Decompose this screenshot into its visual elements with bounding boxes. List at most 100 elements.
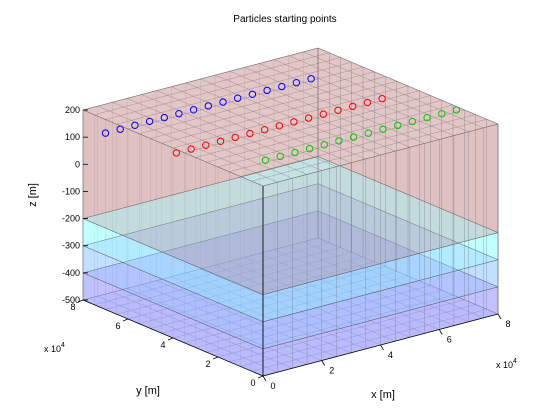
data-point bbox=[260, 126, 269, 134]
data-point bbox=[423, 114, 431, 122]
y-tick-label: 2 bbox=[205, 359, 210, 369]
y-tick-mark bbox=[77, 299, 84, 303]
top-gridline bbox=[215, 74, 396, 152]
x-tick-mark bbox=[380, 344, 384, 351]
x-tick-label: 8 bbox=[505, 319, 510, 329]
z-tick-label: 200 bbox=[65, 105, 80, 115]
data-point bbox=[334, 106, 342, 115]
data-point bbox=[261, 156, 270, 165]
data-point bbox=[160, 113, 169, 122]
data-point bbox=[349, 133, 358, 141]
data-point bbox=[175, 110, 183, 118]
x-tick-label: 0 bbox=[270, 381, 275, 391]
x-exponent-base: x 10 bbox=[496, 360, 513, 370]
x-tick-mark bbox=[438, 329, 443, 335]
top-gridline bbox=[105, 57, 341, 120]
x-axis-exponent: x 104 bbox=[496, 358, 517, 370]
data-point bbox=[335, 137, 343, 145]
top-gridline bbox=[229, 71, 410, 148]
y-tick-mark bbox=[167, 337, 174, 341]
data-point bbox=[187, 145, 195, 153]
z-tick-label: 100 bbox=[65, 132, 80, 142]
data-point bbox=[204, 102, 213, 110]
data-point bbox=[438, 110, 446, 118]
data-point bbox=[116, 125, 124, 133]
floor-gridline bbox=[273, 249, 455, 326]
data-point bbox=[291, 148, 299, 157]
x-tick-label: 2 bbox=[329, 366, 334, 376]
x-tick-mark bbox=[262, 375, 267, 382]
data-point bbox=[307, 75, 315, 83]
z-tick-label: -200 bbox=[62, 214, 80, 224]
top-gridline bbox=[288, 55, 469, 132]
top-gridline bbox=[303, 51, 484, 129]
y-tick-label: 8 bbox=[70, 302, 75, 312]
top-gridline bbox=[244, 67, 425, 144]
y-tick-mark bbox=[212, 356, 219, 360]
x-tick-label: 6 bbox=[447, 335, 452, 345]
data-point bbox=[378, 95, 386, 103]
x-tick-label: 4 bbox=[388, 350, 393, 360]
top-gridline bbox=[273, 59, 455, 136]
z-tick-label: -400 bbox=[62, 268, 80, 278]
y-tick-mark bbox=[122, 318, 129, 322]
data-point bbox=[278, 82, 286, 91]
x-exponent-power: 4 bbox=[513, 358, 517, 365]
x-tick-mark bbox=[321, 360, 326, 366]
floor-gridline bbox=[288, 245, 469, 322]
y-tick-mark bbox=[257, 375, 264, 379]
data-point bbox=[408, 117, 417, 126]
y-exponent-base: x 10 bbox=[44, 344, 61, 354]
z-tick-label: -300 bbox=[62, 241, 80, 251]
data-point bbox=[364, 129, 372, 137]
top-gridline bbox=[259, 63, 440, 140]
data-point bbox=[452, 106, 461, 114]
data-point bbox=[305, 145, 314, 153]
floor-gridline bbox=[229, 261, 410, 338]
floor-gridline bbox=[259, 253, 440, 330]
top-gridline bbox=[82, 47, 319, 111]
data-point bbox=[248, 90, 257, 99]
data-point bbox=[189, 106, 198, 114]
top-gridline bbox=[116, 62, 352, 125]
z-tick-label: -100 bbox=[62, 186, 80, 196]
data-point bbox=[101, 129, 110, 137]
data-point bbox=[219, 98, 227, 106]
top-gridline bbox=[94, 52, 330, 115]
data-point bbox=[246, 129, 254, 138]
data-point bbox=[349, 102, 357, 111]
x-axis-label: x [m] bbox=[371, 389, 395, 401]
z-tick-label: -500 bbox=[62, 295, 80, 305]
z-tick-label: 0 bbox=[75, 159, 80, 169]
y-tick-label: 4 bbox=[160, 340, 165, 350]
top-gridline bbox=[161, 81, 397, 144]
data-point bbox=[145, 117, 154, 126]
data-point bbox=[276, 152, 284, 161]
data-point bbox=[172, 149, 181, 157]
data-point bbox=[131, 121, 139, 130]
floor-gridline bbox=[215, 264, 396, 342]
top-gridline bbox=[172, 85, 409, 149]
data-point bbox=[379, 125, 387, 134]
floor-gridline bbox=[303, 241, 484, 319]
top-gridline bbox=[317, 47, 499, 125]
data-point bbox=[394, 121, 402, 130]
y-tick-label: 0 bbox=[250, 378, 255, 388]
data-point bbox=[202, 141, 210, 149]
z-axis-label: z [m] bbox=[27, 183, 39, 207]
data-point bbox=[231, 133, 239, 142]
data-point bbox=[290, 118, 298, 126]
data-point bbox=[234, 94, 242, 102]
y-tick-label: 6 bbox=[115, 321, 120, 331]
x-tick-mark bbox=[497, 313, 502, 320]
data-point bbox=[363, 98, 372, 107]
top-gridline bbox=[139, 71, 375, 134]
data-point bbox=[320, 141, 328, 149]
data-point bbox=[304, 114, 313, 122]
floor-gridline bbox=[244, 257, 425, 334]
top-gridline bbox=[150, 76, 386, 139]
y-exponent-power: 4 bbox=[61, 342, 65, 349]
data-point bbox=[216, 137, 225, 146]
